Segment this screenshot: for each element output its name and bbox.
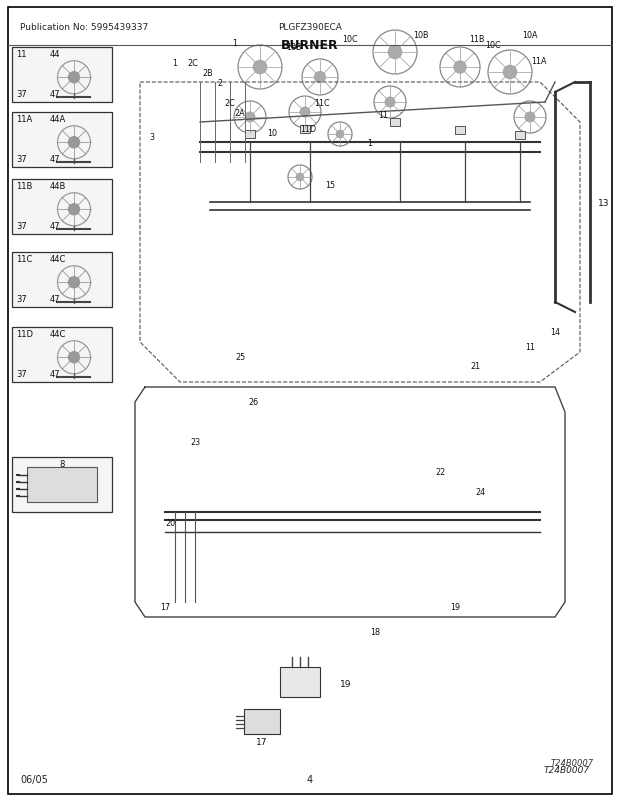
Text: 37: 37 xyxy=(16,370,27,379)
Text: 19: 19 xyxy=(340,679,352,689)
Text: 19: 19 xyxy=(450,603,460,612)
Circle shape xyxy=(314,72,326,83)
Circle shape xyxy=(503,67,516,79)
Text: 26: 26 xyxy=(248,398,258,407)
Text: 11B: 11B xyxy=(469,34,485,43)
Bar xyxy=(455,127,465,135)
Text: 14: 14 xyxy=(550,328,560,337)
Circle shape xyxy=(68,205,79,216)
Text: 37: 37 xyxy=(16,90,27,99)
Text: 23: 23 xyxy=(190,438,200,447)
Text: 06/05: 06/05 xyxy=(20,774,48,784)
Bar xyxy=(244,709,280,734)
Bar xyxy=(390,119,400,127)
Circle shape xyxy=(525,113,535,123)
Text: 15: 15 xyxy=(325,180,335,189)
Text: 2: 2 xyxy=(218,79,223,87)
Circle shape xyxy=(300,108,310,118)
Text: 8: 8 xyxy=(60,460,64,468)
Text: 47: 47 xyxy=(50,90,61,99)
Text: 11A: 11A xyxy=(16,115,32,124)
Text: 2B: 2B xyxy=(203,68,213,78)
Text: 22: 22 xyxy=(435,468,445,477)
Text: 47: 47 xyxy=(50,222,61,231)
Bar xyxy=(12,253,112,308)
Bar xyxy=(12,327,112,383)
Text: 3: 3 xyxy=(149,133,154,142)
Bar xyxy=(245,131,255,139)
Text: 11: 11 xyxy=(525,343,535,352)
Text: 24: 24 xyxy=(475,488,485,497)
Text: PLGFZ390ECA: PLGFZ390ECA xyxy=(278,23,342,32)
Text: BURNER: BURNER xyxy=(281,39,339,52)
Bar xyxy=(515,132,525,140)
Bar xyxy=(12,113,112,168)
Text: 1: 1 xyxy=(232,38,237,47)
Text: 17: 17 xyxy=(160,603,170,612)
Circle shape xyxy=(385,98,395,107)
Text: 44B: 44B xyxy=(50,182,66,191)
Text: 11: 11 xyxy=(378,111,388,119)
Text: 2C: 2C xyxy=(224,99,236,107)
Bar xyxy=(300,126,310,134)
Bar xyxy=(12,48,112,103)
Text: 10A: 10A xyxy=(522,30,538,39)
Text: 10B: 10B xyxy=(414,30,429,39)
Text: 13: 13 xyxy=(598,198,609,207)
Text: 4: 4 xyxy=(307,774,313,784)
Text: 11B: 11B xyxy=(16,182,32,191)
Circle shape xyxy=(337,132,343,139)
Bar xyxy=(280,667,320,697)
Text: 47: 47 xyxy=(50,295,61,304)
Circle shape xyxy=(254,61,267,75)
Text: 25: 25 xyxy=(235,353,245,362)
Text: 44A: 44A xyxy=(50,115,66,124)
Circle shape xyxy=(68,138,79,148)
Text: 47: 47 xyxy=(50,370,61,379)
Text: 11D: 11D xyxy=(16,330,33,338)
Text: 17: 17 xyxy=(256,738,268,747)
Text: 44C: 44C xyxy=(50,255,66,264)
Text: 2A: 2A xyxy=(235,108,246,117)
Text: 10C: 10C xyxy=(342,35,358,44)
Text: 11: 11 xyxy=(16,50,27,59)
Bar xyxy=(12,180,112,235)
Text: 44C: 44C xyxy=(50,330,66,338)
Text: 10: 10 xyxy=(267,128,277,137)
Text: 11C: 11C xyxy=(314,99,330,107)
Circle shape xyxy=(388,47,402,59)
Text: 37: 37 xyxy=(16,155,27,164)
Text: 37: 37 xyxy=(16,295,27,304)
Text: 11C: 11C xyxy=(16,255,32,264)
Text: 18: 18 xyxy=(370,628,380,637)
Bar xyxy=(27,468,97,502)
Text: 11D: 11D xyxy=(300,124,316,133)
Text: 47: 47 xyxy=(50,155,61,164)
Text: 11A: 11A xyxy=(531,56,547,66)
Text: 44: 44 xyxy=(50,50,61,59)
Text: 1: 1 xyxy=(368,138,373,148)
Text: T24B0007: T24B0007 xyxy=(551,758,594,767)
Text: 1: 1 xyxy=(172,59,177,67)
Circle shape xyxy=(245,113,255,123)
Text: 21: 21 xyxy=(470,362,480,371)
Text: Publication No: 5995439337: Publication No: 5995439337 xyxy=(20,23,148,32)
Text: 10B: 10B xyxy=(286,43,302,51)
Circle shape xyxy=(68,73,79,83)
Text: T24B0007: T24B0007 xyxy=(544,765,590,774)
Text: 10C: 10C xyxy=(485,40,501,50)
Circle shape xyxy=(296,174,304,181)
Text: 37: 37 xyxy=(16,222,27,231)
Circle shape xyxy=(454,62,466,74)
Circle shape xyxy=(68,352,79,363)
Circle shape xyxy=(68,277,79,289)
Text: 20: 20 xyxy=(165,518,175,527)
Text: 2C: 2C xyxy=(188,59,198,67)
Bar xyxy=(12,457,112,512)
